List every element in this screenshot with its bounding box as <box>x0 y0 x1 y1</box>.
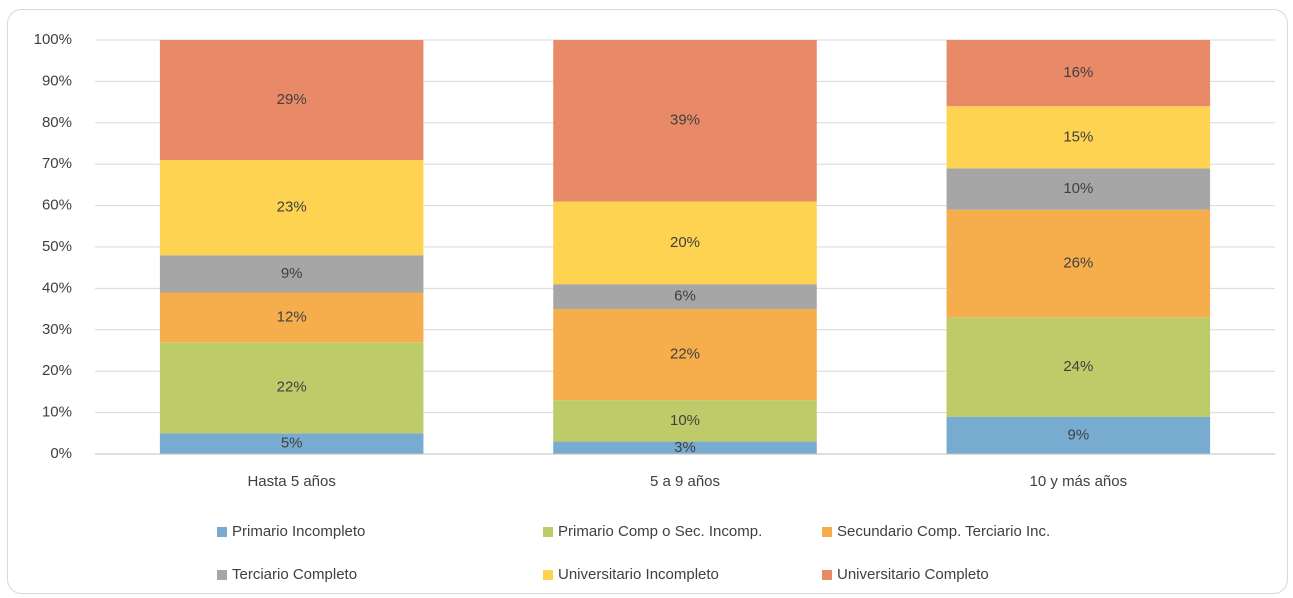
data-label: 9% <box>281 265 303 282</box>
bar-segment <box>553 40 817 202</box>
legend-swatch <box>543 527 553 537</box>
bar-segment <box>553 284 817 310</box>
bar-segment <box>553 201 817 285</box>
data-label: 3% <box>674 439 696 456</box>
data-label: 24% <box>1063 358 1093 375</box>
legend-swatch <box>822 570 832 580</box>
data-label: 15% <box>1063 128 1093 145</box>
data-label: 10% <box>670 412 700 429</box>
y-tick-label: 0% <box>50 445 72 462</box>
bar-segment <box>946 40 1211 107</box>
bar-segment <box>946 416 1211 454</box>
bar-segment <box>159 160 424 256</box>
legend-label: Universitario Incompleto <box>558 566 719 583</box>
legend-swatch <box>217 570 227 580</box>
y-tick-label: 50% <box>42 238 72 255</box>
legend-swatch <box>822 527 832 537</box>
data-label: 39% <box>670 112 700 129</box>
legend-swatch <box>217 527 227 537</box>
bar-segment <box>946 317 1211 417</box>
data-label: 5% <box>281 435 303 452</box>
y-tick-label: 10% <box>42 404 72 421</box>
bar-segment <box>159 255 424 293</box>
y-tick-label: 90% <box>42 72 72 89</box>
y-tick-label: 30% <box>42 321 72 338</box>
bar-segment <box>553 309 817 401</box>
data-label: 20% <box>670 234 700 251</box>
legend-label: Universitario Completo <box>837 566 989 583</box>
y-tick-label: 70% <box>42 155 72 172</box>
data-label: 6% <box>674 288 696 305</box>
data-label: 23% <box>277 199 307 216</box>
legend-label: Primario Comp o Sec. Incomp. <box>558 523 762 540</box>
data-label: 22% <box>277 379 307 396</box>
data-label: 22% <box>670 346 700 363</box>
legend-label: Secundario Comp. Terciario Inc. <box>837 523 1050 540</box>
bar-segment <box>553 441 817 454</box>
x-tick-label: Hasta 5 años <box>247 473 335 490</box>
bar-segment <box>946 106 1211 169</box>
bar-segment <box>946 168 1211 210</box>
bar-segment <box>553 400 817 442</box>
bar-segment <box>159 292 424 343</box>
bar-segment <box>159 40 424 161</box>
data-label: 9% <box>1067 426 1089 443</box>
legend-swatch <box>543 570 553 580</box>
x-tick-label: 10 y más años <box>1030 473 1128 490</box>
bar-segment <box>159 342 424 434</box>
data-label: 16% <box>1063 64 1093 81</box>
y-tick-label: 40% <box>42 279 72 296</box>
data-label: 10% <box>1063 180 1093 197</box>
x-tick-label: 5 a 9 años <box>650 473 720 490</box>
data-label: 12% <box>277 308 307 325</box>
data-label: 29% <box>277 91 307 108</box>
legend-label: Terciario Completo <box>232 566 357 583</box>
y-tick-label: 60% <box>42 197 72 214</box>
y-tick-label: 100% <box>34 31 72 48</box>
data-label: 26% <box>1063 255 1093 272</box>
y-tick-label: 80% <box>42 114 72 131</box>
bar-segment <box>946 209 1211 318</box>
y-tick-label: 20% <box>42 362 72 379</box>
bar-segment <box>159 433 424 454</box>
legend-label: Primario Incompleto <box>232 523 365 540</box>
